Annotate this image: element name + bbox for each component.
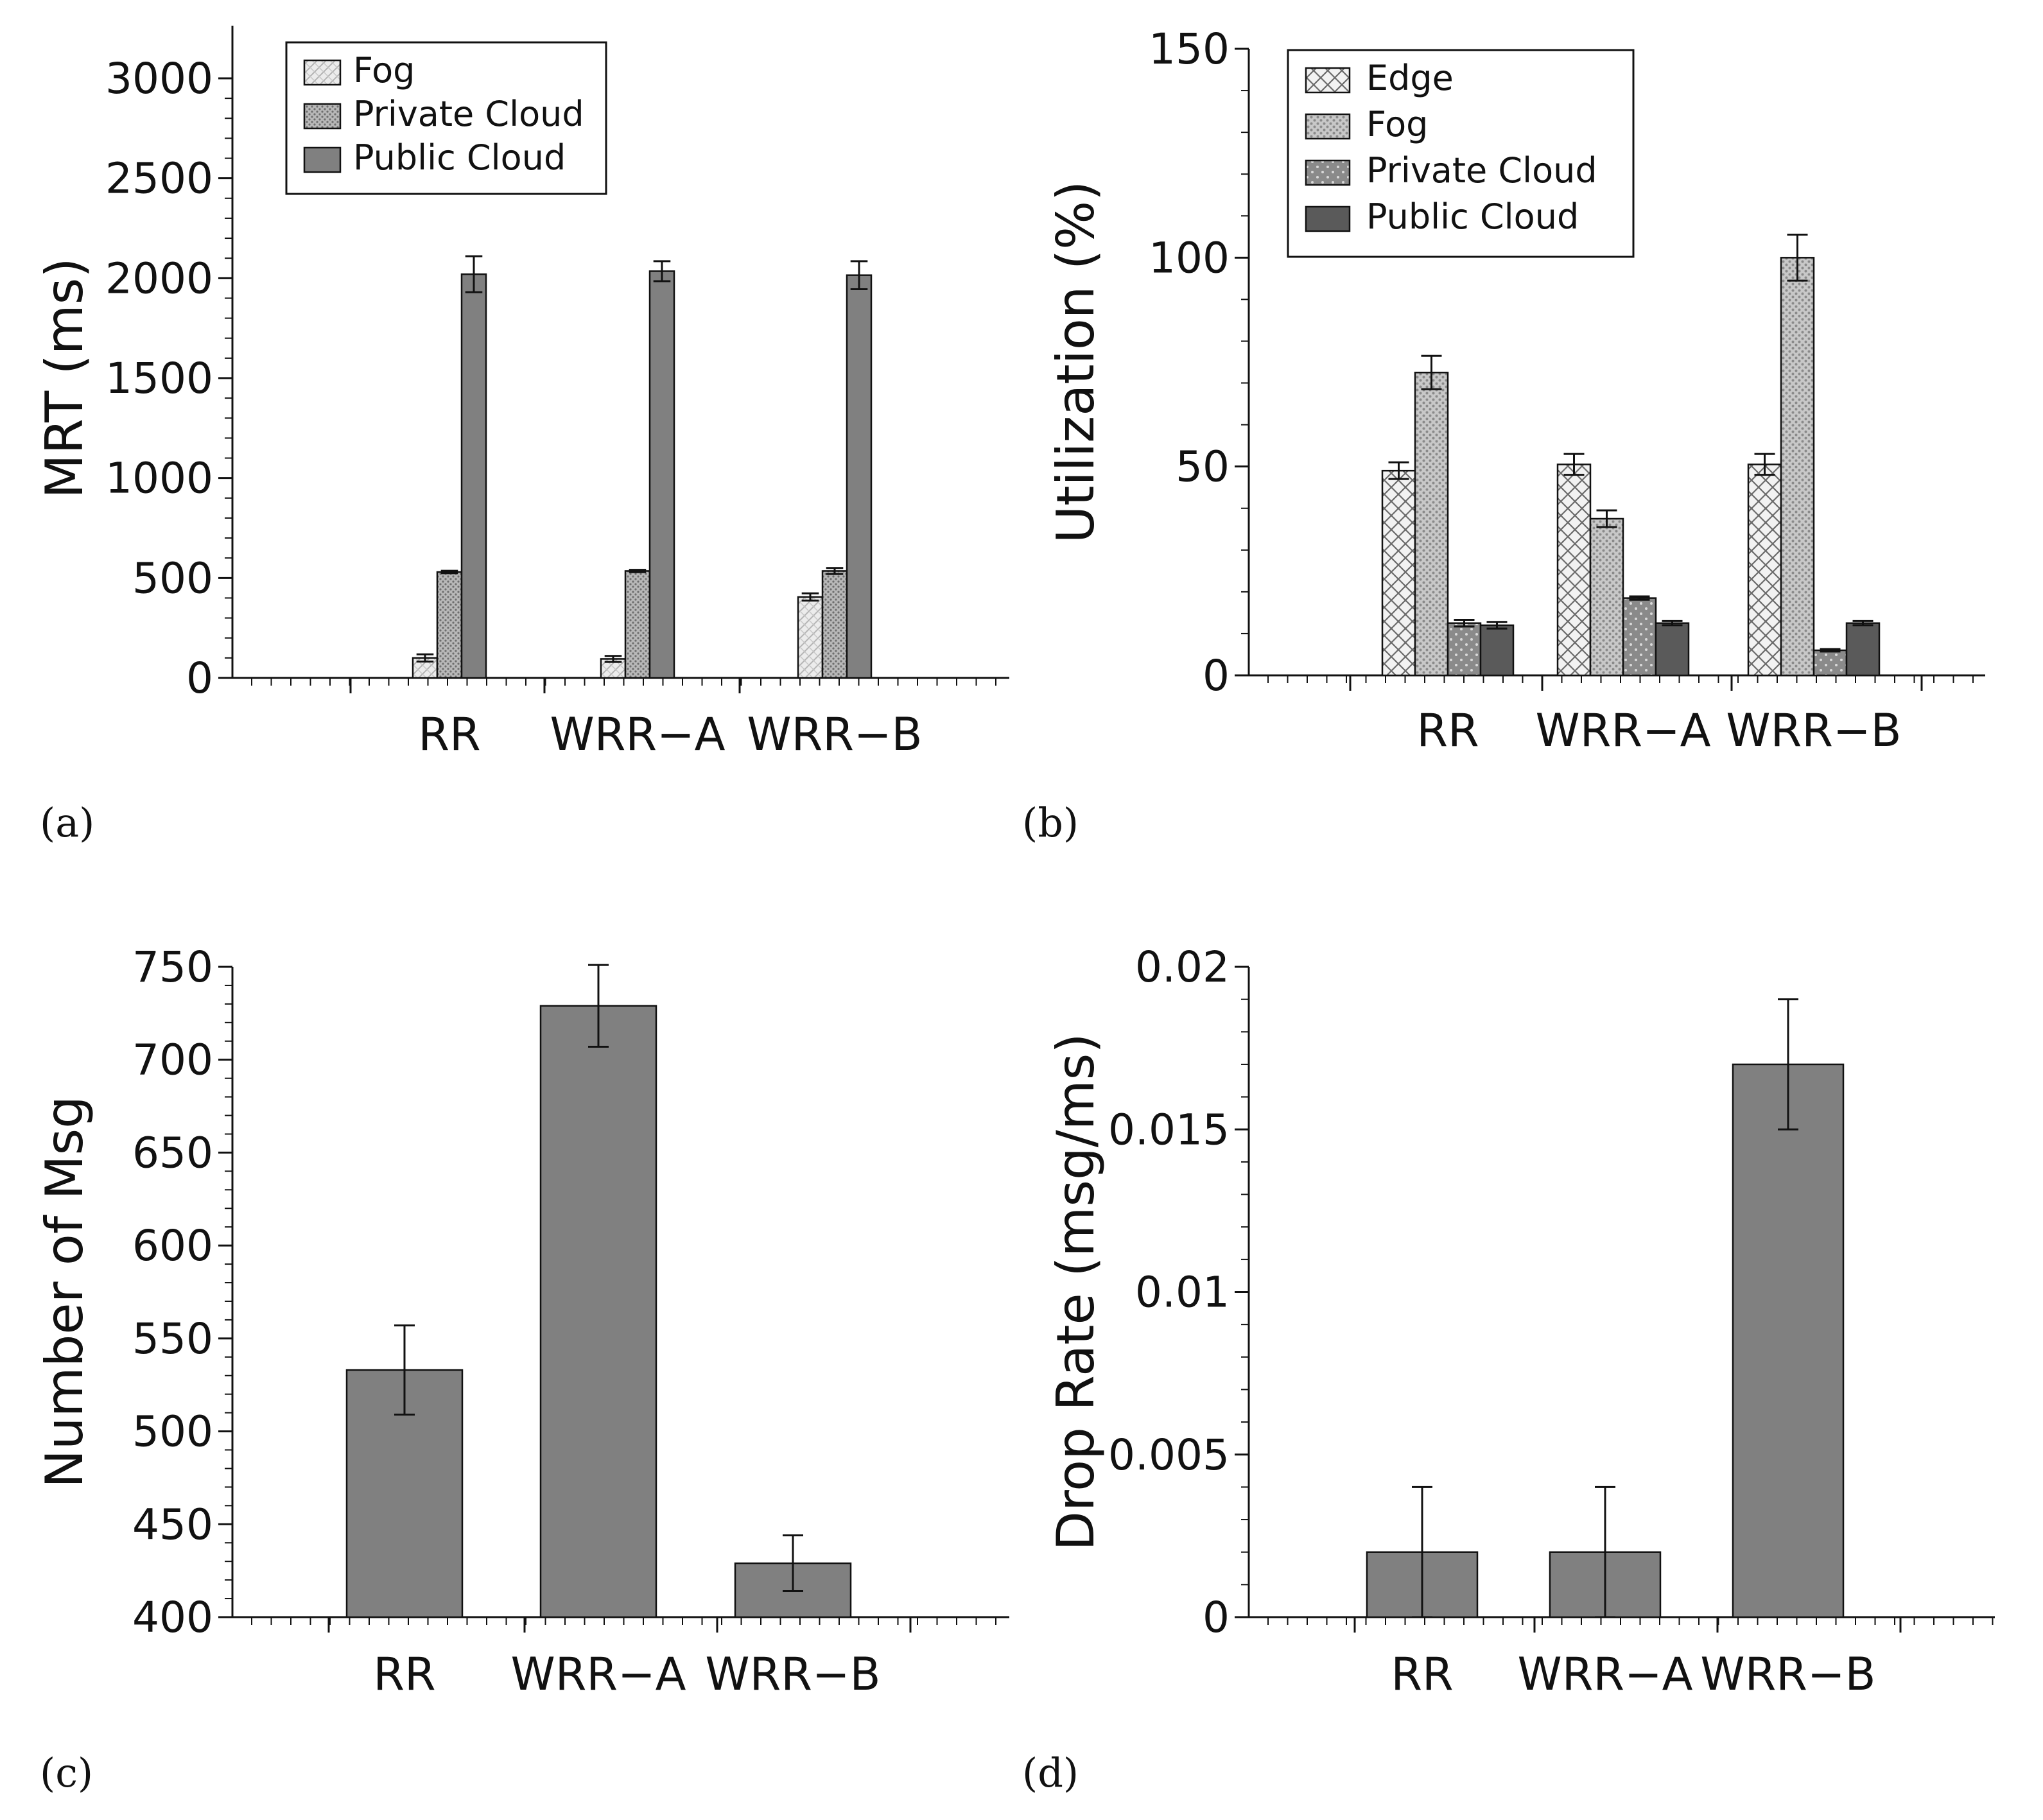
bar	[1622, 597, 1657, 677]
legend-label: Fog	[1366, 104, 1428, 144]
y-tick-label: 550	[132, 1314, 213, 1364]
y-tick-label: 100	[1149, 233, 1230, 282]
category-label: WRR−B	[705, 1648, 880, 1701]
y-tick-label: 0	[186, 654, 213, 703]
bar	[1747, 464, 1782, 677]
bar	[821, 570, 848, 679]
panel-tag: (c)	[40, 1749, 93, 1796]
bar	[460, 273, 487, 679]
legend-label: Public Cloud	[353, 137, 566, 178]
y-tick-label: 0.005	[1108, 1430, 1230, 1480]
y-tick-label: 450	[132, 1500, 213, 1549]
legend-swatch	[1305, 159, 1351, 186]
y-tick-label: 0	[1203, 651, 1230, 700]
y-tick-label: 2000	[105, 254, 213, 303]
y-tick-label: 750	[132, 942, 213, 992]
panel-tag: (b)	[1022, 799, 1079, 846]
y-tick-label: 700	[132, 1036, 213, 1085]
legend-label: Fog	[353, 50, 415, 91]
legend-swatch	[1305, 113, 1351, 140]
bar	[1845, 622, 1881, 677]
panel-c-number-of-msg-chart: 400 450 500 550 600 650 700 750 RR WRR−A WRR−B Numb…	[35, 942, 1009, 1796]
legend-label: Private Cloud	[1366, 150, 1597, 191]
panel-d-drop-rate-chart: 0 0.005 0.01 0.015 0.02 RR WRR−A WRR−B Drop Rate…	[1022, 942, 1995, 1796]
y-axis-title: Utilization (%)	[1046, 181, 1106, 544]
y-tick-label: 600	[132, 1221, 213, 1270]
y-tick-label: 150	[1149, 24, 1230, 74]
legend-swatch	[1305, 67, 1351, 94]
bar	[1447, 622, 1482, 677]
category-label: WRR−B	[747, 708, 922, 761]
bar	[797, 596, 824, 679]
y-tick-label: 500	[132, 1407, 213, 1457]
bar	[1381, 469, 1416, 677]
y-tick-label: 650	[132, 1128, 213, 1177]
y-tick-label: 500	[132, 553, 213, 603]
panel-tag: (d)	[1022, 1749, 1079, 1796]
y-tick-label: 400	[132, 1593, 213, 1642]
bar	[1556, 464, 1592, 677]
y-tick-label: 50	[1176, 442, 1230, 492]
bar	[539, 1005, 657, 1618]
legend-swatch	[1305, 205, 1351, 232]
category-label: WRR−A	[1517, 1648, 1692, 1701]
category-label: RR	[373, 1648, 435, 1701]
y-tick-label: 0.01	[1135, 1268, 1230, 1317]
y-tick-label: 0.015	[1108, 1105, 1230, 1154]
category-label: RR	[1391, 1648, 1453, 1701]
y-tick-label: 2500	[105, 154, 213, 204]
y-axis-title: Number of Msg	[35, 1096, 94, 1488]
y-tick-label: 0.02	[1135, 942, 1230, 992]
bar	[648, 270, 675, 679]
category-label: RR	[418, 708, 480, 761]
bar	[1479, 624, 1515, 677]
bar	[1414, 372, 1449, 677]
bar	[624, 570, 651, 679]
y-tick-label: 1000	[105, 454, 213, 503]
category-label: WRR−A	[550, 708, 725, 761]
panel-tag: (a)	[40, 799, 94, 846]
legend-swatch	[303, 146, 342, 173]
legend-label: Edge	[1366, 58, 1454, 98]
bar	[1655, 622, 1690, 677]
bar	[436, 571, 463, 679]
category-label: WRR−A	[1535, 704, 1710, 757]
category-label: RR	[1416, 704, 1479, 757]
bar	[1780, 257, 1815, 677]
legend-swatch	[303, 59, 342, 86]
y-tick-label: 1500	[105, 354, 213, 403]
bar	[345, 1369, 464, 1618]
bar	[1732, 1063, 1845, 1618]
y-axis-title: MRT (ms)	[35, 257, 94, 498]
bar	[846, 274, 873, 679]
bar	[1589, 517, 1624, 677]
y-tick-label: 0	[1203, 1593, 1230, 1642]
legend-label: Public Cloud	[1366, 196, 1579, 237]
bar	[1813, 649, 1848, 677]
legend-label: Private Cloud	[353, 94, 584, 134]
category-label: WRR−B	[1700, 1648, 1875, 1701]
y-axis-title: Drop Rate (msg/ms)	[1046, 1033, 1106, 1550]
panel-a-mrt-chart: 0 500 1000 1500 2000 2500 3000 RR WRR−A WRR−B MRT …	[35, 26, 1009, 846]
category-label: WRR−B	[1726, 704, 1901, 757]
panel-b-utilization-chart: 0 50 100 150 RR WRR−A WRR−B Utilization (%) (b) E…	[1022, 24, 1985, 846]
legend-swatch	[303, 103, 342, 130]
category-label: WRR−A	[510, 1648, 686, 1701]
y-tick-label: 3000	[105, 54, 213, 103]
legend: Edge Fog Private Cloud Public Cloud	[1287, 49, 1635, 258]
